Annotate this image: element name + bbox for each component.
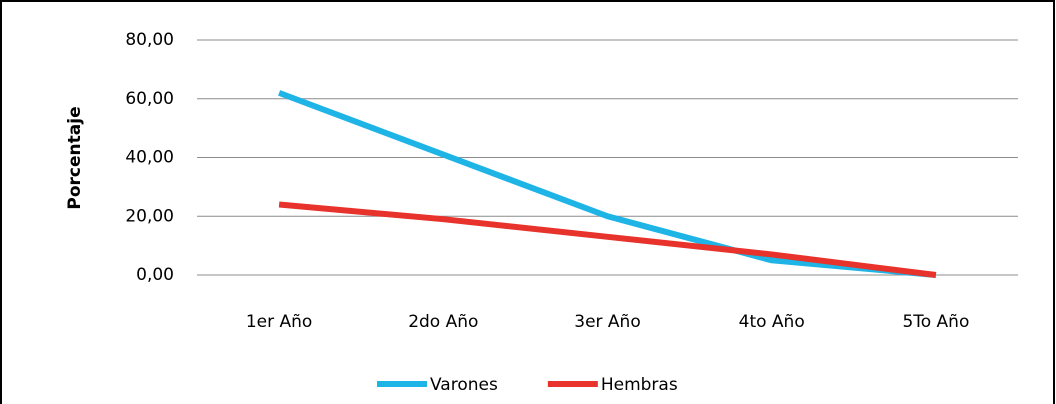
y-tick-label: 80,00 (125, 30, 174, 50)
series-line (278, 90, 937, 278)
series-line (278, 201, 937, 278)
x-tick-label: 3er Año (574, 312, 640, 332)
x-tick-label: 1er Año (246, 312, 312, 332)
y-tick-label: 40,00 (125, 148, 174, 168)
x-tick-label: 4to Año (739, 312, 805, 332)
y-tick-label: 60,00 (125, 89, 174, 109)
y-axis-title: Porcentaje (65, 106, 85, 209)
legend-label: Varones (430, 375, 498, 395)
legend-label: Hembras (601, 375, 678, 395)
x-tick-label: 2do Año (408, 312, 478, 332)
y-tick-label: 20,00 (125, 206, 174, 226)
y-tick-label: 0,00 (136, 265, 174, 285)
x-tick-label: 5To Año (902, 312, 969, 332)
